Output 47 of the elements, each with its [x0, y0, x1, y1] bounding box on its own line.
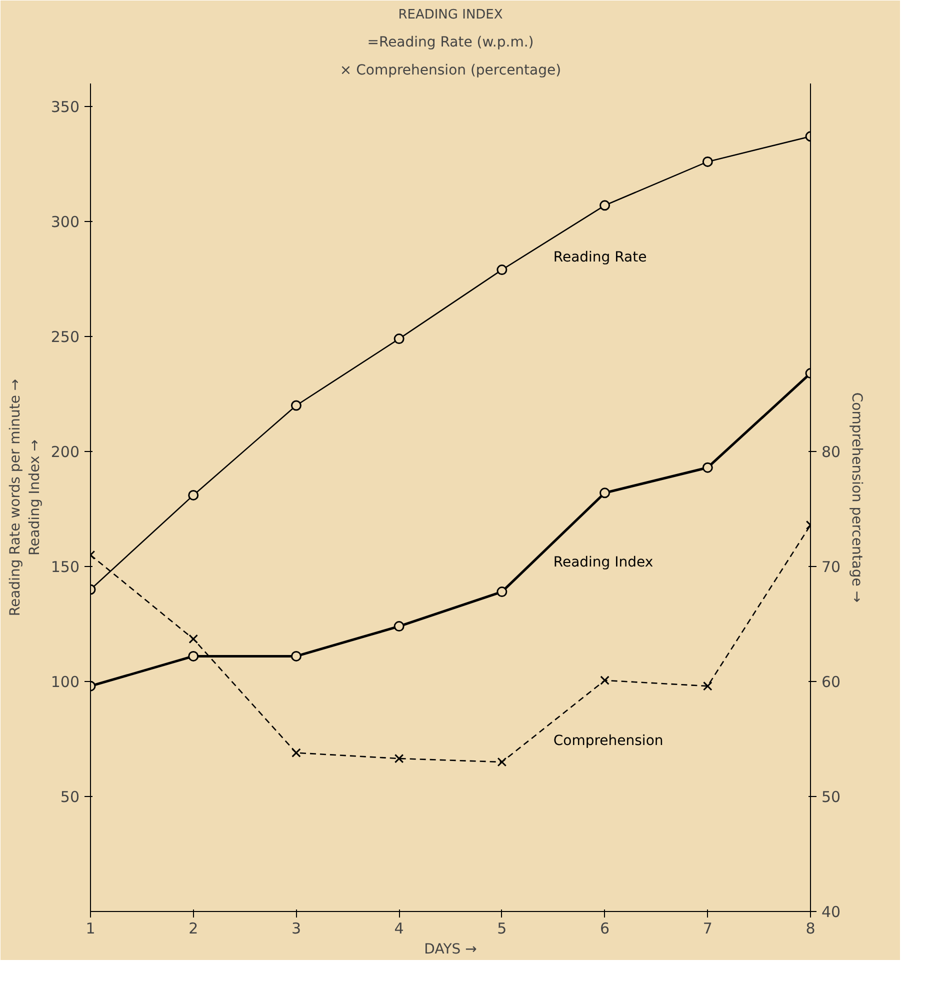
- point: [497, 757, 507, 767]
- x-tick-label: 7: [702, 920, 712, 938]
- text: × Comprehension (percentage): [340, 62, 562, 78]
- y-tick-label: 300: [50, 213, 80, 231]
- y-tick-label: 50: [60, 788, 80, 806]
- y-tick-label: 350: [50, 98, 80, 116]
- x-axis-title: DAYS →: [424, 942, 478, 958]
- y-tick-label: 200: [50, 443, 80, 461]
- y2-tick-label: 40: [822, 903, 841, 921]
- point: [702, 156, 713, 167]
- point: [496, 264, 508, 276]
- y2-tick-label: 80: [822, 443, 841, 461]
- point: [290, 400, 302, 411]
- point: [600, 676, 610, 685]
- point: [703, 681, 712, 691]
- x-tick-label: 5: [497, 920, 507, 938]
- point: [188, 634, 198, 644]
- y-tick-label: 100: [50, 673, 80, 691]
- text: =Reading Rate (w.p.m.): [367, 34, 534, 50]
- series-label: Comprehension: [553, 733, 664, 750]
- x-tick-label: 2: [188, 920, 198, 938]
- series-label: Reading Rate: [553, 250, 647, 266]
- x-tick-label: 6: [600, 920, 610, 938]
- series-label: Reading Index: [553, 554, 654, 570]
- point: [394, 754, 404, 764]
- point: [188, 490, 199, 500]
- y-tick-label: 150: [50, 558, 80, 576]
- point: [188, 650, 199, 662]
- point: [600, 200, 610, 211]
- y-axis-title: Reading Rate words per minute → Reading Index →: [8, 378, 43, 616]
- x-tick-label: 8: [806, 920, 816, 938]
- y2-tick-label: 60: [822, 673, 841, 691]
- chart-title: READING INDEX: [398, 8, 503, 22]
- y2-tick-label: 70: [822, 558, 841, 576]
- x-tick-label: 3: [291, 920, 301, 938]
- point: [292, 748, 301, 758]
- point: [496, 586, 508, 598]
- point: [394, 621, 404, 632]
- x-tick-label: 1: [86, 920, 96, 938]
- x-tick-label: 4: [394, 920, 404, 938]
- point: [290, 650, 302, 662]
- point: [600, 488, 610, 498]
- point: [394, 334, 404, 344]
- y2-tick-label: 50: [822, 788, 841, 806]
- point: [702, 462, 713, 473]
- y-tick-label: 250: [50, 328, 80, 346]
- y2-axis-title: Comprehension percentage →: [848, 392, 865, 603]
